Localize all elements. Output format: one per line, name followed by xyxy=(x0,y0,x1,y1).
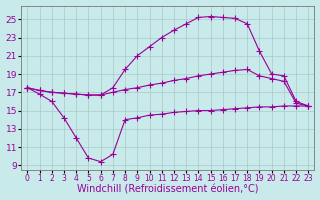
X-axis label: Windchill (Refroidissement éolien,°C): Windchill (Refroidissement éolien,°C) xyxy=(77,184,259,194)
